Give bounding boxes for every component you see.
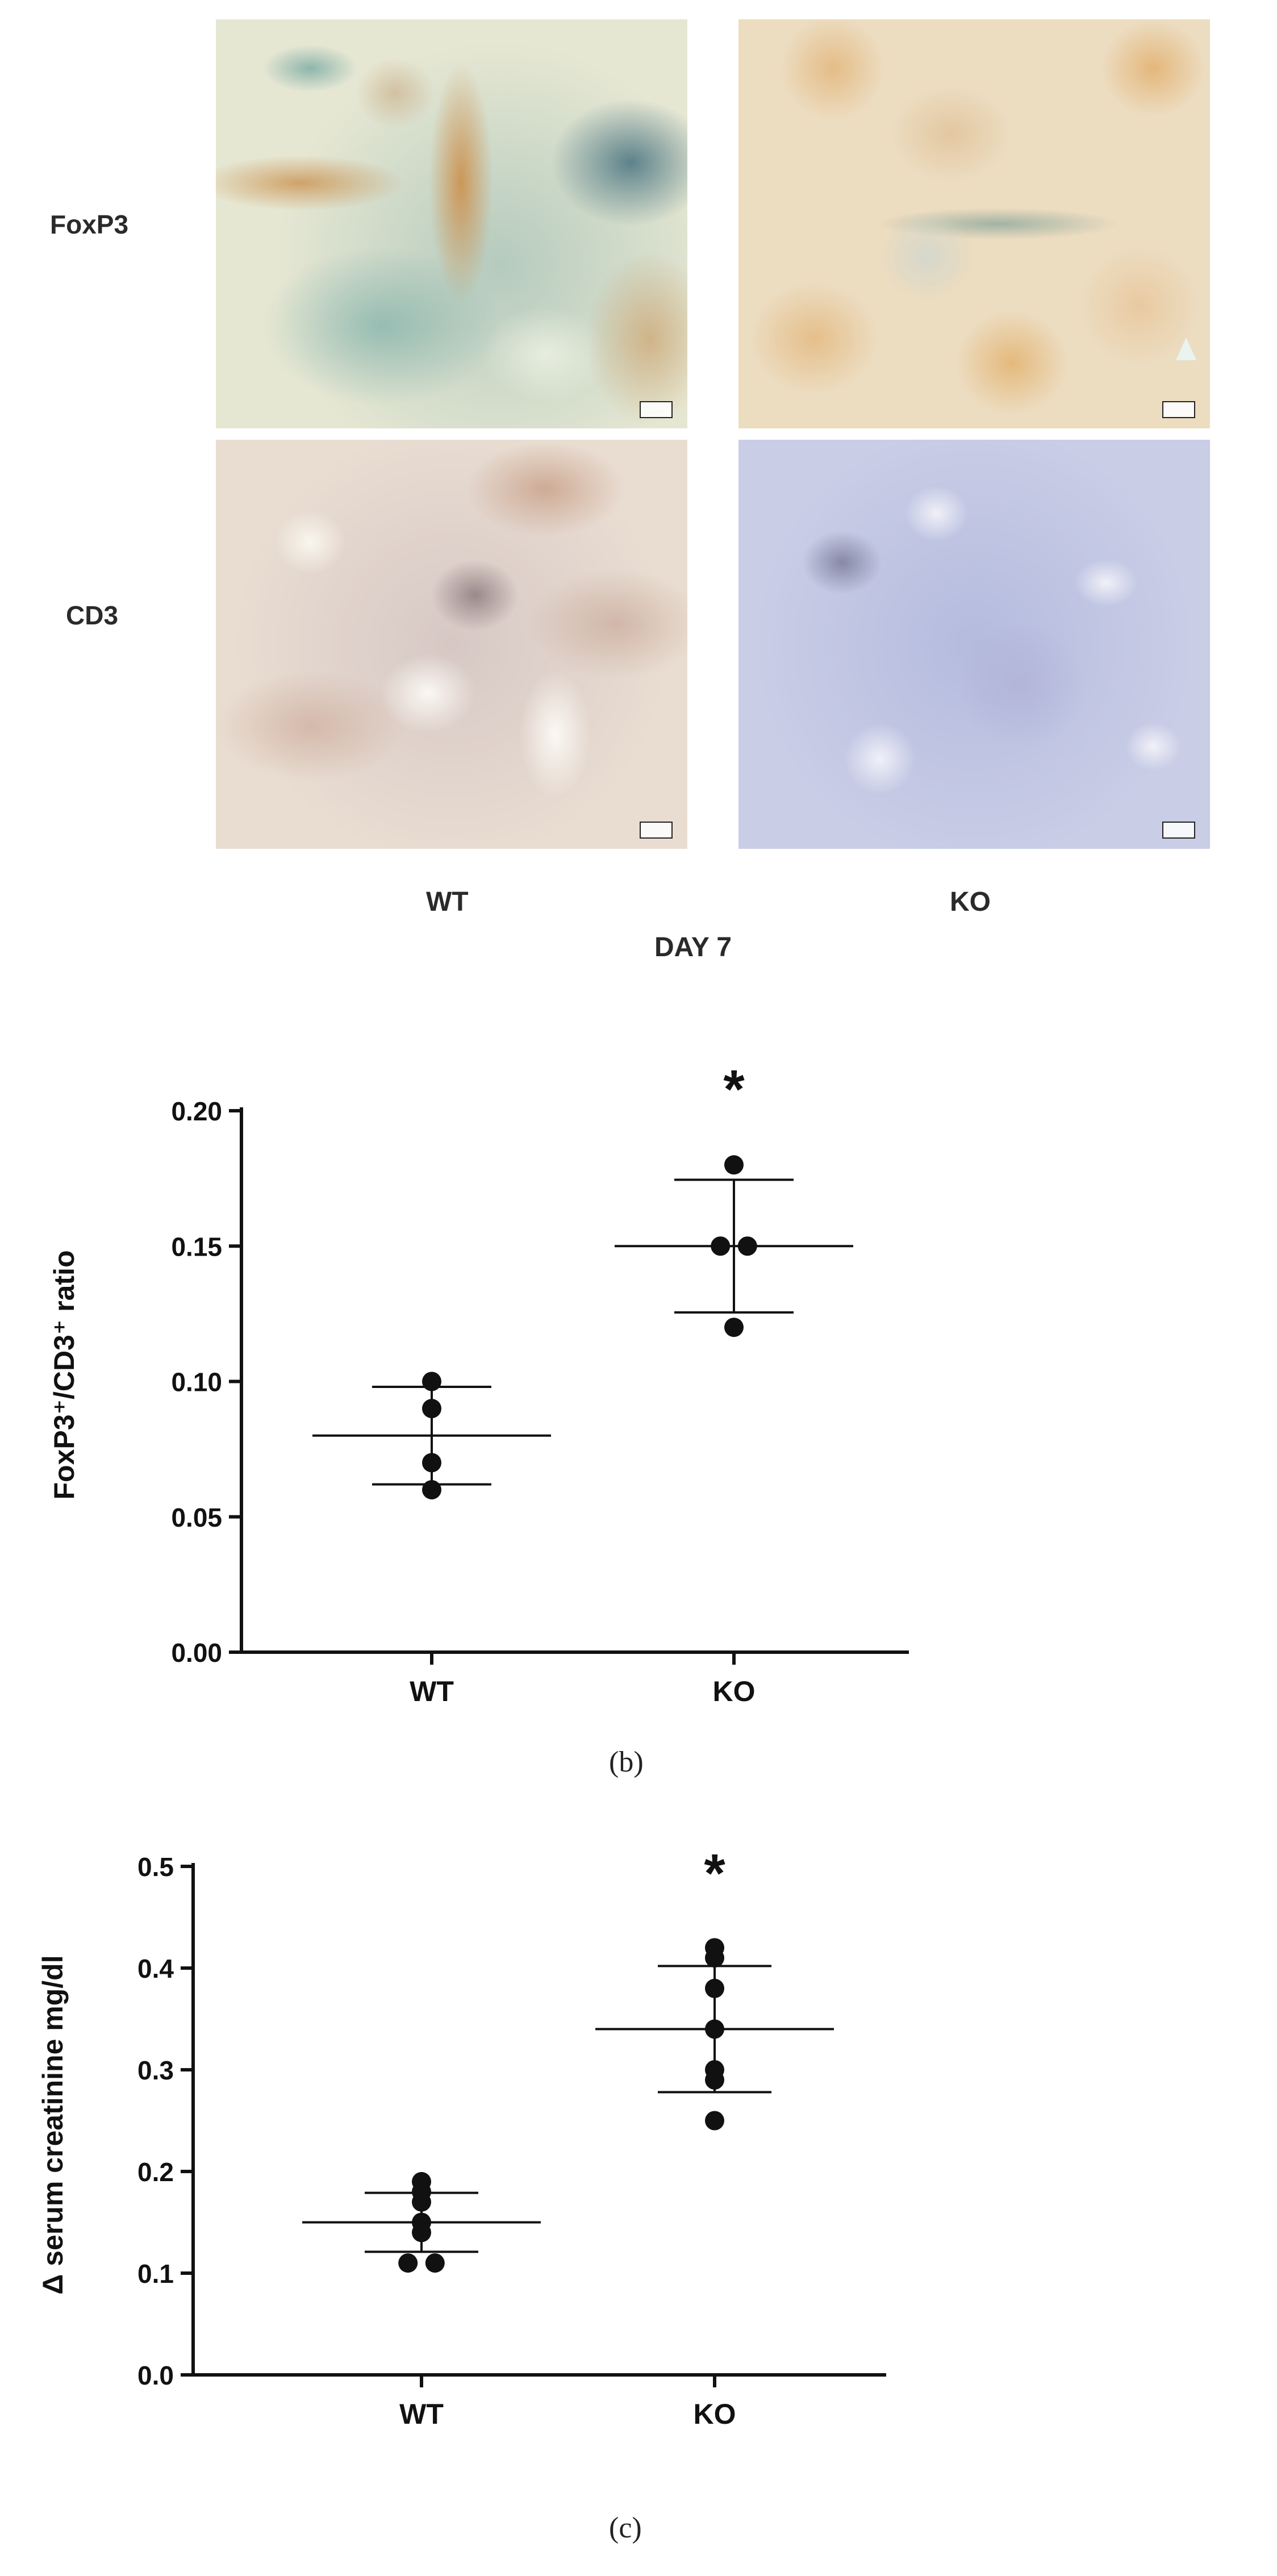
y-tick-label: 0.20 (171, 1097, 222, 1126)
data-point (711, 1236, 731, 1256)
y-axis-title: Δ serum creatinine mg/dl (37, 1955, 69, 2294)
micrograph-wt-foxp3 (216, 19, 687, 428)
y-tick-label: 0.05 (171, 1503, 222, 1532)
y-tick-label: 0.2 (137, 2157, 174, 2187)
y-tick-label: 0.10 (171, 1368, 222, 1397)
column-label-wt: WT (426, 887, 469, 917)
y-tick-label: 0.1 (137, 2259, 174, 2289)
row-label-cd3: CD3 (66, 601, 119, 630)
y-tick-label: 0.0 (137, 2361, 174, 2390)
y-tick-label: 0.5 (137, 1852, 174, 1882)
data-point (705, 2019, 724, 2039)
x-tick-label: KO (694, 2398, 736, 2430)
data-point (422, 1372, 441, 1391)
caption-b: (b) (609, 1746, 644, 1778)
arrow-marker (1176, 337, 1196, 360)
column-label-ko: KO (950, 887, 991, 917)
data-point (705, 1978, 724, 1998)
micrograph-ko-foxp3 (738, 19, 1210, 428)
x-tick-label: WT (399, 2398, 444, 2430)
data-point (412, 2223, 431, 2242)
y-tick-label: 0.4 (137, 1954, 174, 1983)
data-point (724, 1155, 744, 1175)
chart-foxp3-cd3-ratio: 0.00 0.05 0.10 0.15 0.20 FoxP3⁺/CD3⁺ ratio WT K… (48, 1059, 909, 1707)
significance-star: * (723, 1059, 745, 1120)
y-axis-title: FoxP3⁺/CD3⁺ ratio (48, 1251, 80, 1500)
data-point (422, 1453, 441, 1473)
data-point (705, 1948, 724, 1968)
x-tick-label: WT (410, 1675, 454, 1707)
micrograph-ko-cd3 (738, 440, 1210, 849)
scale-bar (1162, 401, 1195, 418)
y-tick-label: 0.3 (137, 2056, 174, 2085)
data-point (705, 2070, 724, 2090)
scale-bar (640, 401, 673, 418)
data-point (425, 2253, 445, 2273)
data-point (398, 2253, 418, 2273)
scale-bar (640, 822, 673, 839)
timepoint-label: DAY 7 (654, 932, 732, 962)
significance-star: * (704, 1843, 725, 1904)
data-point (422, 1480, 441, 1500)
chart-serum-creatinine: 0.0 0.1 0.2 0.3 0.4 0.5 Δ serum creatinine mg/… (37, 1843, 886, 2430)
scale-bar (1162, 822, 1195, 839)
caption-c: (c) (609, 2512, 642, 2544)
data-point (705, 2111, 724, 2131)
data-point (422, 1399, 441, 1419)
y-tick-label: 0.15 (171, 1232, 222, 1261)
x-tick-label: KO (713, 1675, 756, 1707)
row-label-foxp3: FoxP3 (50, 210, 129, 239)
y-tick-label: 0.00 (171, 1638, 222, 1668)
data-point (737, 1236, 757, 1256)
data-point (724, 1318, 744, 1337)
data-point (412, 2192, 431, 2212)
micrograph-wt-cd3 (216, 440, 687, 849)
